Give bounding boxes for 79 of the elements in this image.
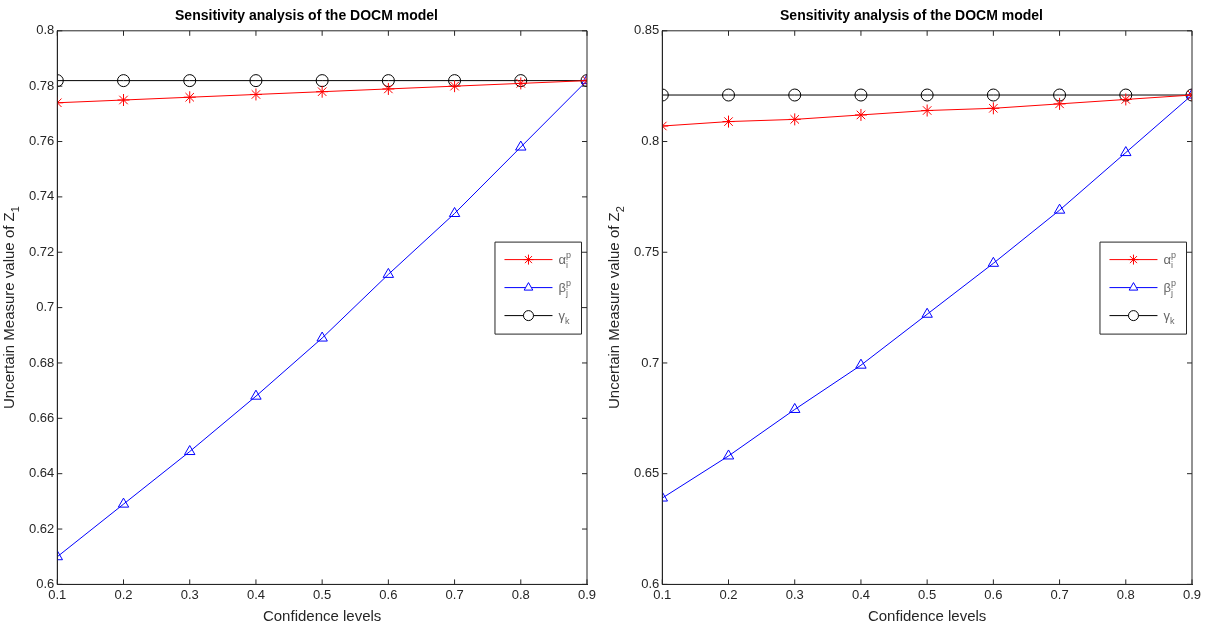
point xyxy=(920,88,934,102)
point xyxy=(1119,92,1133,106)
point xyxy=(789,402,801,413)
y-tick-label: 0.85 xyxy=(633,22,660,38)
point xyxy=(515,140,527,151)
x-tick-label: 0.2 xyxy=(719,586,738,602)
x-tick-label: 0.9 xyxy=(1182,586,1202,602)
x-axis-title: Confidence levels xyxy=(867,607,987,625)
y-tick-label: 0.74 xyxy=(28,188,55,204)
point xyxy=(117,93,131,107)
point xyxy=(986,101,1000,115)
point xyxy=(183,74,197,88)
y-tick-label: 0.6 xyxy=(36,575,55,591)
x-tick-label: 0.4 xyxy=(246,586,265,602)
chart-title: Sensitivity analysis of the DOCM model xyxy=(175,7,438,24)
y-axis-title: Uncertain Measure value of Z1 xyxy=(0,206,21,410)
point xyxy=(854,88,868,102)
y-tick-label: 0.78 xyxy=(28,77,55,93)
y-axis-title: Uncertain Measure value of Z2 xyxy=(605,206,626,410)
point xyxy=(722,88,736,102)
point xyxy=(722,449,735,460)
x-tick-label: 0.2 xyxy=(114,586,133,602)
point xyxy=(920,104,934,118)
y-tick-label: 0.66 xyxy=(28,409,55,425)
point xyxy=(921,307,933,318)
point xyxy=(382,267,395,278)
point xyxy=(250,389,262,400)
point xyxy=(184,445,196,456)
point xyxy=(183,90,197,104)
x-tick-label: 0.6 xyxy=(984,586,1003,602)
x-tick-label: 0.3 xyxy=(180,586,199,602)
y-tick-label: 0.8 xyxy=(36,22,55,38)
point xyxy=(1120,146,1132,157)
point xyxy=(381,82,395,96)
x-tick-label: 0.8 xyxy=(1116,586,1135,602)
point xyxy=(381,74,395,88)
point xyxy=(249,87,263,101)
point xyxy=(315,85,329,99)
point xyxy=(986,88,1000,102)
y-tick-label: 0.68 xyxy=(28,354,55,370)
point xyxy=(117,74,131,88)
point xyxy=(987,256,1000,267)
y-tick-label: 0.76 xyxy=(28,133,55,149)
x-tick-label: 0.8 xyxy=(511,586,530,602)
x-tick-label: 0.5 xyxy=(313,586,332,602)
point xyxy=(448,74,462,88)
x-tick-label: 0.6 xyxy=(379,586,398,602)
point xyxy=(1119,88,1133,102)
x-axis-title: Confidence levels xyxy=(262,607,382,625)
y-tick-label: 0.64 xyxy=(28,465,55,481)
point xyxy=(1053,97,1067,111)
y-tick-label: 0.65 xyxy=(633,465,660,481)
point xyxy=(1053,88,1067,102)
x-tick-label: 0.9 xyxy=(577,586,597,602)
y-tick-label: 0.72 xyxy=(28,243,55,259)
point xyxy=(316,331,328,342)
point xyxy=(788,112,802,126)
y-tick-label: 0.7 xyxy=(36,299,55,315)
point xyxy=(249,74,263,88)
y-tick-label: 0.75 xyxy=(633,243,660,259)
point xyxy=(854,108,868,122)
point xyxy=(117,497,130,508)
x-tick-label: 0.4 xyxy=(851,586,870,602)
y-tick-label: 0.8 xyxy=(641,133,660,149)
point xyxy=(448,79,462,93)
x-tick-label: 0.5 xyxy=(918,586,937,602)
point xyxy=(788,88,802,102)
point xyxy=(315,74,329,88)
y-tick-label: 0.7 xyxy=(641,354,660,370)
chart-title: Sensitivity analysis of the DOCM model xyxy=(780,7,1043,24)
point xyxy=(855,358,867,369)
point xyxy=(722,115,736,129)
point xyxy=(1053,203,1066,214)
point xyxy=(448,206,461,217)
y-tick-label: 0.62 xyxy=(28,520,55,536)
x-tick-label: 0.3 xyxy=(785,586,804,602)
y-tick-label: 0.6 xyxy=(641,575,660,591)
x-tick-label: 0.7 xyxy=(445,586,464,602)
x-tick-label: 0.7 xyxy=(1050,586,1069,602)
